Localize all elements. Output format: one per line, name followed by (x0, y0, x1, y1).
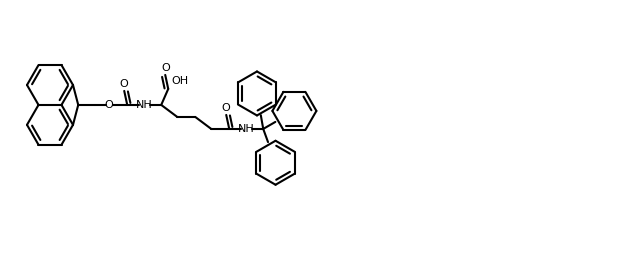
Text: O: O (162, 63, 171, 73)
Text: O: O (120, 79, 129, 89)
Text: NH: NH (136, 100, 153, 110)
Text: NH: NH (238, 124, 255, 134)
Text: O: O (105, 100, 114, 110)
Text: O: O (222, 103, 231, 113)
Text: OH: OH (172, 76, 188, 86)
